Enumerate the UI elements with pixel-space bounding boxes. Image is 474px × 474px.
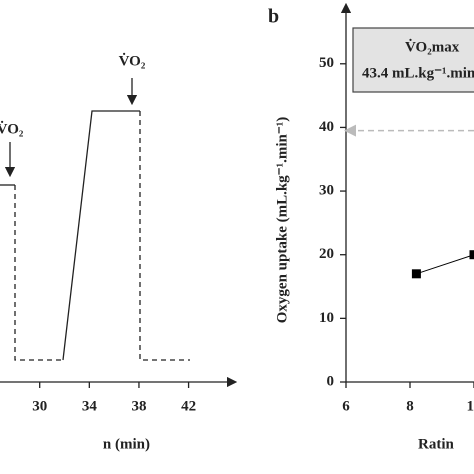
annotation: V̇O₂ — [0, 120, 24, 137]
y-tick-label: 0 — [327, 373, 335, 389]
y-axis-label: Oxygen uptake (mL.kg⁻¹.min⁻¹) — [274, 117, 290, 324]
x-tick-label: 38 — [131, 398, 146, 414]
annotation: V̇O₂ — [119, 52, 146, 69]
protocol — [0, 78, 190, 361]
x-tick-label: 34 — [82, 398, 98, 414]
y-tick-label: 30 — [319, 183, 334, 199]
y-tick-label: 20 — [319, 246, 334, 262]
annotation-box — [352, 27, 474, 93]
series-line — [416, 254, 474, 275]
point — [469, 250, 474, 260]
x-tick-label: 8 — [406, 398, 414, 414]
y-tick-label: 40 — [319, 119, 334, 135]
box-text: 43.4 mL.kg⁻¹.min⁻¹ — [362, 65, 474, 81]
x-tick-label: 30 — [32, 398, 47, 414]
x-axis-label: n (min) — [103, 436, 150, 452]
x-tick-label: 42 — [181, 398, 196, 414]
y-tick-label: 10 — [319, 310, 334, 326]
box-text: V̇O₂max — [405, 38, 460, 55]
x-tick-label: 6 — [342, 398, 350, 414]
y-tick-label: 50 — [319, 55, 334, 71]
x-axis-label: Ratin — [418, 436, 454, 452]
x-tick-label: 1 — [467, 398, 474, 414]
panel-label: b — [268, 6, 279, 28]
point — [411, 269, 421, 279]
